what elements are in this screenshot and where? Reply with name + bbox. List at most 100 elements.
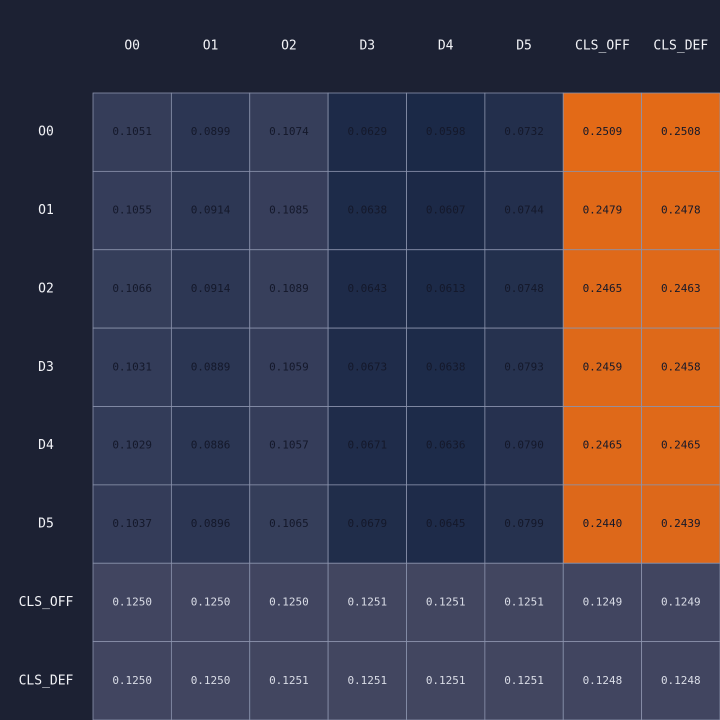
cell-value: 0.1037	[112, 517, 152, 530]
cell-value: 0.1051	[112, 125, 152, 138]
cell	[562, 92, 643, 172]
cell-value: 0.2463	[661, 282, 701, 295]
column-label: O0	[124, 39, 140, 54]
cell	[327, 484, 407, 564]
cell	[92, 170, 172, 251]
cell-value: 0.1250	[191, 674, 231, 687]
cell-value: 0.1059	[269, 360, 309, 373]
column-label: CLS_DEF	[653, 39, 708, 54]
cell-value: 0.0679	[347, 517, 387, 530]
cell-value: 0.0899	[191, 125, 231, 138]
cell-value: 0.1066	[112, 282, 152, 295]
cell-value: 0.1249	[661, 595, 701, 608]
cell	[170, 484, 251, 564]
cell-value: 0.2465	[661, 439, 701, 452]
row-label: D5	[38, 517, 54, 532]
cell-value: 0.2509	[583, 125, 623, 138]
cell	[406, 484, 486, 564]
column-label: CLS_OFF	[575, 39, 630, 54]
column-label: O1	[203, 39, 219, 54]
cell-value: 0.1250	[191, 595, 231, 608]
cell-value: 0.1251	[504, 674, 544, 687]
cell	[249, 92, 329, 172]
cell-value: 0.1251	[347, 595, 387, 608]
cell-value: 0.0607	[426, 204, 466, 217]
cell	[249, 562, 329, 643]
cell-value: 0.1251	[504, 595, 544, 608]
cell-value: 0.1251	[426, 674, 466, 687]
cell-value: 0.0886	[191, 439, 231, 452]
row-label: CLS_OFF	[19, 595, 74, 610]
cell	[641, 170, 720, 251]
cell	[562, 406, 643, 486]
cell	[170, 641, 251, 720]
cell-value: 0.0889	[191, 360, 231, 373]
cell-value: 0.2465	[583, 439, 623, 452]
cell-value: 0.1248	[583, 674, 623, 687]
cell-value: 0.1089	[269, 282, 309, 295]
cell	[327, 92, 407, 172]
cell-value: 0.0914	[191, 204, 231, 217]
cell	[249, 170, 329, 251]
cell	[484, 249, 564, 329]
cell-value: 0.1248	[661, 674, 701, 687]
cell-value: 0.0645	[426, 517, 466, 530]
column-label: D3	[359, 39, 375, 54]
cell	[170, 327, 251, 407]
cell-value: 0.2458	[661, 360, 701, 373]
cell	[92, 92, 172, 172]
cell-value: 0.2478	[661, 204, 701, 217]
cell	[562, 327, 643, 407]
cell	[641, 484, 720, 564]
cell-value: 0.0638	[347, 204, 387, 217]
cell	[406, 406, 486, 486]
cell-value: 0.2439	[661, 517, 701, 530]
cell	[406, 170, 486, 251]
cell-value: 0.0613	[426, 282, 466, 295]
cell	[249, 406, 329, 486]
cell-value: 0.0732	[504, 125, 544, 138]
cell-value: 0.2465	[583, 282, 623, 295]
cell-value: 0.1250	[112, 674, 152, 687]
cell-value: 0.1074	[269, 125, 309, 138]
cell-value: 0.0671	[347, 439, 387, 452]
row-label: D3	[38, 360, 54, 375]
cell-value: 0.2440	[583, 517, 623, 530]
cell-value: 0.1249	[583, 595, 623, 608]
cell	[484, 170, 564, 251]
cell	[641, 641, 720, 720]
cell	[170, 170, 251, 251]
cell	[484, 406, 564, 486]
cell	[641, 92, 720, 172]
cell-value: 0.2479	[583, 204, 623, 217]
row-label: CLS_DEF	[19, 673, 74, 688]
cell-value: 0.1031	[112, 360, 152, 373]
cell	[327, 641, 407, 720]
cell	[170, 249, 251, 329]
cell-value: 0.1085	[269, 204, 309, 217]
cell-value: 0.2459	[583, 360, 623, 373]
cell-value: 0.0638	[426, 360, 466, 373]
cell-value: 0.0748	[504, 282, 544, 295]
cell	[170, 406, 251, 486]
cell	[484, 641, 564, 720]
cell-value: 0.1251	[347, 674, 387, 687]
cell	[249, 641, 329, 720]
cell	[562, 641, 643, 720]
cell	[406, 641, 486, 720]
cell	[562, 170, 643, 251]
cell-value: 0.0914	[191, 282, 231, 295]
cell	[327, 249, 407, 329]
cell-value: 0.2508	[661, 125, 701, 138]
cell	[406, 562, 486, 643]
cell-value: 0.1065	[269, 517, 309, 530]
cell	[327, 562, 407, 643]
cell-value: 0.0896	[191, 517, 231, 530]
row-label: O1	[38, 203, 54, 218]
cell	[641, 327, 720, 407]
cell	[92, 406, 172, 486]
cell-value: 0.0744	[504, 204, 544, 217]
cell	[249, 249, 329, 329]
cell-value: 0.1251	[426, 595, 466, 608]
